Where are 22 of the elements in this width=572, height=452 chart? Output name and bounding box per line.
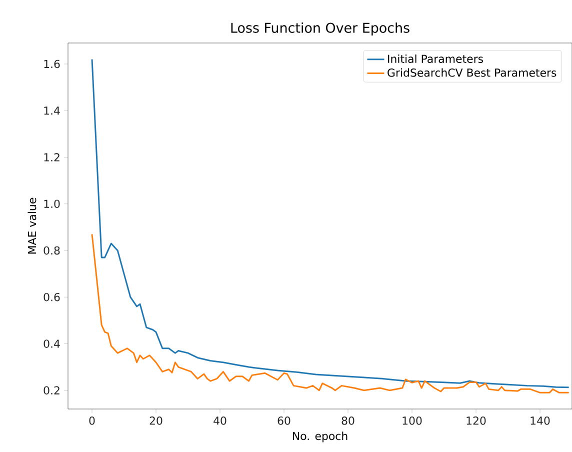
- legend-label: Initial Parameters: [388, 54, 483, 63]
- y-tick-label: 1.2: [44, 153, 60, 162]
- x-tick-label: 100: [402, 416, 422, 425]
- y-tick-label: 0.8: [44, 246, 60, 255]
- chart-title: Loss Function Over Epochs: [231, 22, 410, 36]
- y-tick-label: 1.0: [44, 200, 60, 208]
- x-tick-label: 120: [466, 416, 486, 425]
- legend-label: GridSearchCV Best Parameters: [388, 68, 556, 77]
- x-tick-label: 140: [530, 416, 550, 425]
- x-axis-title: No. epoch: [292, 432, 348, 442]
- y-tick-label: 1.4: [44, 106, 60, 115]
- x-tick-label: 0: [89, 416, 95, 425]
- x-tick-label: 80: [342, 416, 354, 425]
- y-tick-label: 0.4: [44, 340, 60, 348]
- x-tick-label: 20: [150, 416, 162, 425]
- x-tick-label: 40: [214, 416, 226, 425]
- x-tick-label: 60: [278, 416, 290, 425]
- y-tick-label: 1.6: [44, 60, 60, 68]
- y-tick-label: 0.6: [44, 292, 60, 302]
- y-axis-title: MAE value: [28, 198, 36, 254]
- y-tick-label: 0.2: [44, 386, 60, 394]
- line-series: [91, 233, 570, 394]
